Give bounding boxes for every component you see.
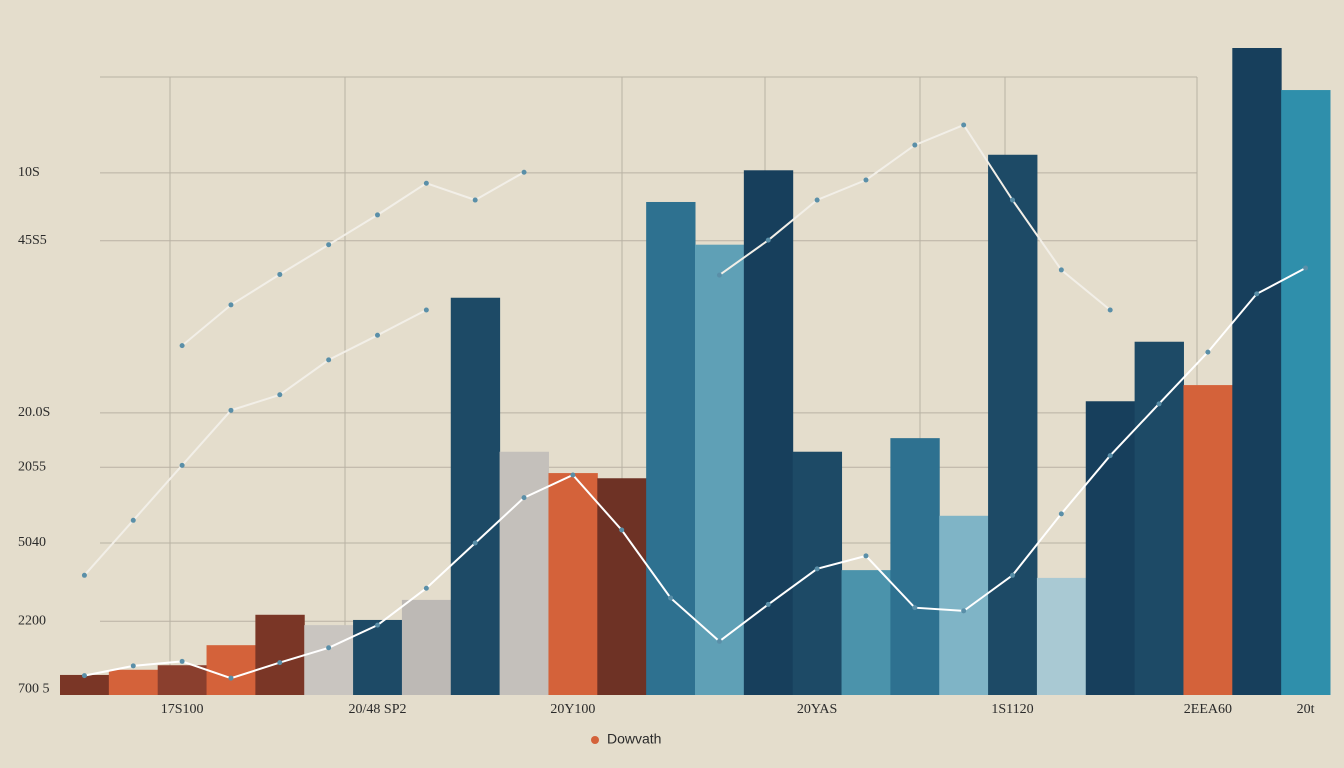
line-point: [814, 197, 820, 203]
line-point: [130, 663, 136, 669]
line-point: [1205, 349, 1211, 355]
line-point: [668, 595, 674, 601]
line-point: [716, 638, 722, 644]
bar: [597, 478, 647, 695]
y-tick-label: 700 5: [18, 681, 50, 696]
line-point: [961, 122, 967, 128]
line-point: [472, 540, 478, 546]
line-point: [765, 237, 771, 243]
bar: [499, 451, 549, 695]
line-point: [1303, 265, 1309, 271]
line: [181, 171, 525, 347]
bar: [743, 170, 794, 695]
bar: [401, 599, 452, 695]
y-tick-label: 5040: [18, 535, 46, 550]
x-tick-label: 2EEA60: [1184, 702, 1232, 717]
line-point: [863, 553, 869, 559]
bar: [304, 625, 354, 695]
line-point: [1254, 291, 1260, 297]
line-point: [1058, 267, 1064, 273]
line-point: [277, 392, 283, 398]
bar: [548, 473, 598, 695]
bar: [255, 614, 305, 695]
line-point: [912, 142, 918, 148]
x-tick-label: 20t: [1297, 702, 1315, 717]
bar: [60, 674, 110, 695]
bar: [1232, 48, 1282, 695]
line-point: [179, 343, 185, 349]
line-point: [277, 660, 283, 666]
line-point: [1107, 307, 1113, 313]
line-point: [228, 675, 234, 681]
bar: [988, 154, 1038, 695]
line-point: [81, 673, 87, 679]
bar: [450, 297, 501, 695]
line-point: [961, 608, 967, 614]
line-point: [814, 566, 820, 572]
line-point: [179, 462, 185, 468]
bar: [157, 665, 208, 695]
x-tick-label: 20/48 SP2: [349, 702, 407, 717]
bar: [939, 515, 989, 695]
bar: [792, 451, 843, 695]
bar: [1085, 401, 1136, 695]
x-tick-label: 20Y100: [550, 702, 595, 717]
bar: [353, 619, 403, 695]
line-point: [375, 332, 380, 338]
line-point: [716, 272, 722, 278]
line-point: [521, 495, 527, 501]
line-point: [81, 572, 87, 578]
line-point: [228, 407, 234, 413]
line: [84, 267, 1307, 680]
bar: [108, 669, 159, 695]
bar: [1134, 341, 1184, 695]
bar: [890, 438, 940, 695]
bar: [1036, 577, 1087, 695]
y-tick-label: 20.0S: [18, 405, 50, 420]
bar: [695, 244, 745, 696]
line-point: [179, 658, 185, 664]
bar: [841, 570, 891, 695]
bar: [1183, 385, 1233, 695]
line-point: [1058, 511, 1064, 517]
line-point: [423, 307, 429, 313]
line-point: [570, 472, 576, 478]
line-point: [326, 357, 332, 363]
y-tick-label: 10S: [18, 165, 40, 180]
line-point: [1010, 572, 1015, 578]
line-point: [1156, 401, 1162, 407]
legend-marker: [591, 736, 599, 744]
line-point: [1010, 197, 1015, 203]
line-point: [228, 302, 234, 308]
y-tick-label: 2055: [18, 459, 46, 474]
legend-label: Dowvath: [607, 731, 661, 747]
y-tick-label: 45S5: [18, 233, 47, 248]
line-point: [423, 180, 429, 186]
line-point: [375, 622, 380, 628]
line-point: [375, 212, 380, 218]
line-point: [765, 601, 771, 607]
bar: [1281, 90, 1331, 696]
bar: [206, 645, 256, 695]
line-point: [863, 177, 869, 183]
line-point: [277, 271, 283, 277]
line: [83, 309, 427, 576]
line-point: [912, 605, 918, 611]
line-point: [1107, 453, 1113, 459]
line-point: [521, 169, 527, 175]
x-tick-label: 1S1120: [991, 702, 1033, 717]
bar: [646, 201, 696, 695]
x-tick-label: 20YAS: [797, 702, 837, 717]
y-tick-label: 2200: [18, 613, 46, 628]
line-point: [326, 242, 332, 248]
x-tick-label: 17S100: [161, 702, 204, 717]
line-point: [423, 585, 429, 591]
line-point: [472, 197, 478, 203]
line-point: [130, 517, 136, 523]
line-point: [326, 645, 332, 651]
line-point: [619, 527, 625, 533]
